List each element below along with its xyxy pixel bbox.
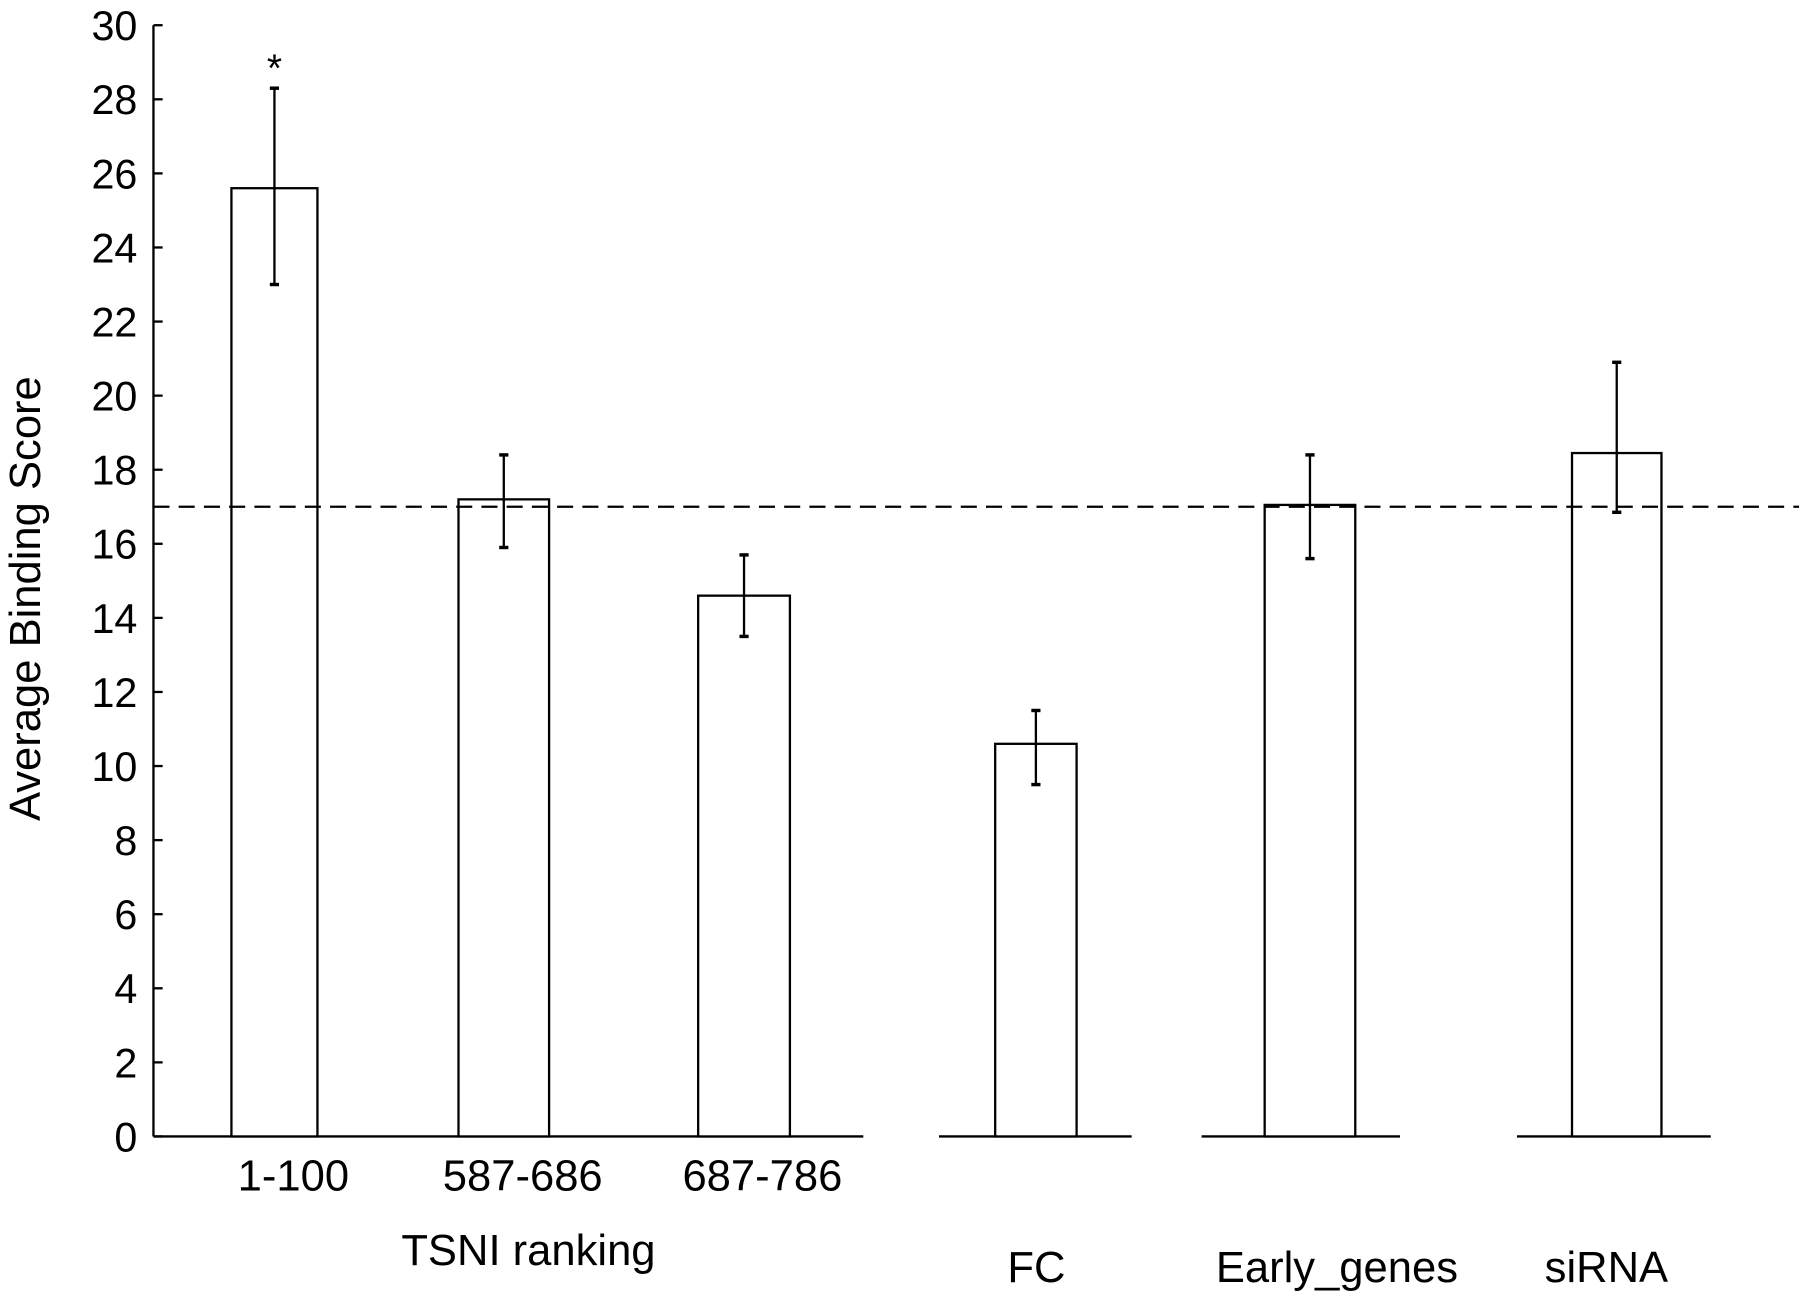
y-tick-label: 0 (114, 1114, 137, 1160)
bar-FC (994, 742, 1078, 1138)
y-tick-label: 6 (114, 892, 137, 938)
group-label-tsni: TSNI ranking (401, 1227, 655, 1275)
significance-asterisk: * (267, 47, 282, 90)
bars: 1-100 587-686 687-786 FC Early_genes siRNA * (153, 47, 1800, 1292)
y-tick-label: 16 (91, 522, 137, 568)
bar-1-100 (230, 187, 319, 1138)
y-axis-label: Average Binding Score (2, 376, 50, 821)
x-tick-label: 587-686 (443, 1152, 603, 1200)
y-tick-label: 28 (91, 77, 137, 123)
x-tick-label: FC (1007, 1244, 1065, 1292)
y-tick-label: 2 (114, 1040, 137, 1086)
y-tick-label: 30 (91, 3, 137, 49)
y-tick-label: 8 (114, 818, 137, 864)
bar-Early_genes (1263, 503, 1357, 1138)
bar-siRNA (1570, 451, 1663, 1138)
x-tick-label: 687-786 (682, 1152, 842, 1200)
y-tick-label: 4 (114, 966, 137, 1012)
bar-587-686 (457, 498, 551, 1138)
y-tick-label: 14 (91, 596, 137, 642)
y-tick-label: 20 (91, 374, 137, 420)
y-tick-label: 26 (91, 151, 137, 197)
y-tick-label: 22 (91, 299, 137, 345)
y-tick-label: 24 (91, 225, 137, 271)
bar-687-786 (697, 594, 792, 1138)
y-tick-label: 12 (91, 670, 137, 716)
y-tick-label: 10 (91, 744, 137, 790)
x-tick-label: 1-100 (238, 1152, 349, 1200)
x-tick-label: Early_genes (1216, 1244, 1458, 1292)
y-tick-label: 18 (91, 448, 137, 494)
x-tick-label: siRNA (1545, 1244, 1668, 1292)
